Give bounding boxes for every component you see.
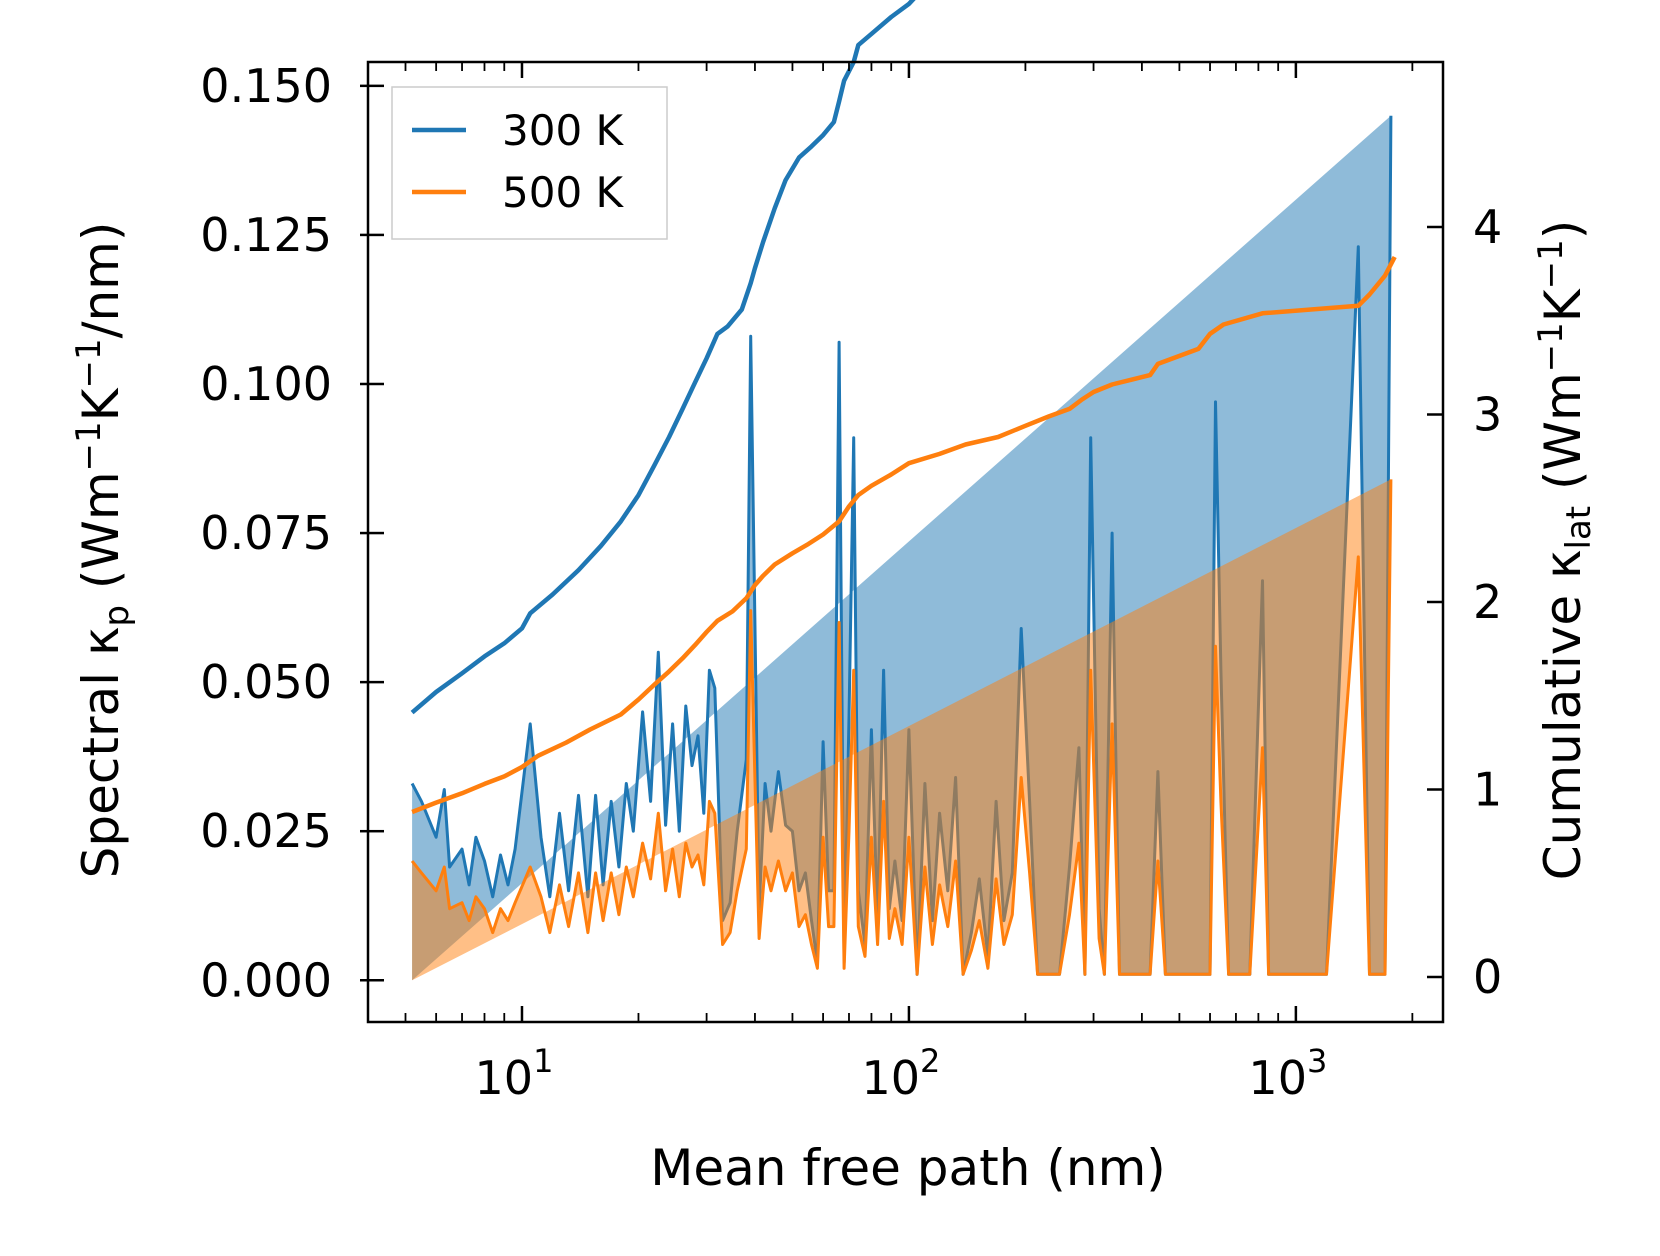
y-right-label-sup1: −1 [1531, 322, 1571, 372]
y-left-tick-label: 0.125 [200, 208, 332, 262]
spectral-line-500k [410, 479, 1393, 976]
y-right-tick-label: 3 [1473, 388, 1502, 442]
y-axis-right-label: Cumulative κlat (Wm−1K−1) [1531, 220, 1599, 880]
y-left-tick-label: 0.050 [200, 655, 332, 709]
y-left-label-prefix: Spectral κ [72, 627, 130, 879]
y-left-label-suffix: /nm) [72, 222, 130, 339]
y-right-tick-label: 1 [1473, 763, 1502, 817]
x-tick-label: 103 [1248, 1042, 1327, 1105]
x-tick-label-base: 10 [475, 1051, 534, 1105]
y-left-tick-label: 0.025 [200, 804, 332, 858]
y-right-label-mid1: (Wm [1534, 372, 1592, 506]
x-tick-label-exp: 2 [920, 1042, 940, 1080]
legend: 300 K 500 K [391, 86, 668, 240]
y-left-label-sup2: −1 [69, 338, 109, 388]
y-right-tick-label: 0 [1473, 950, 1502, 1004]
x-tick-label: 102 [861, 1042, 940, 1105]
y-right-label-prefix: Cumulative κ [1534, 549, 1592, 880]
y-right-label-sub: lat [1559, 506, 1599, 550]
cumulative-line-500k [411, 255, 1397, 815]
cumulative-line-300k [410, 0, 916, 715]
plot-frame [366, 60, 1445, 1024]
x-tick-label-base: 10 [861, 1051, 920, 1105]
x-tick-label-base: 10 [1248, 1051, 1307, 1105]
plot-area [410, 0, 1397, 981]
x-tick-label-exp: 1 [533, 1042, 553, 1080]
axes: 0.000 0.025 0.050 0.075 0.100 0.125 0.150 0 1 2 3 4… [200, 59, 1502, 1105]
y-left-label-mid1: (Wm [72, 471, 130, 605]
y-right-tick-label: 4 [1473, 200, 1502, 254]
x-axis-label: Mean free path (nm) [650, 1139, 1166, 1197]
y-left-label-sup1: −1 [69, 421, 109, 471]
y-right-label-suffix: ) [1534, 220, 1592, 240]
y-left-label-mid2: K [72, 387, 130, 421]
x-tick-label-exp: 3 [1307, 1042, 1327, 1080]
legend-label-500k: 500 K [502, 168, 625, 217]
y-right-label-mid2: K [1534, 288, 1592, 322]
y-left-label-sub: p [97, 605, 137, 627]
spectral-area-500k [412, 479, 1391, 981]
y-left-tick-label: 0.100 [200, 357, 332, 411]
legend-label-300k: 300 K [502, 106, 625, 155]
legend-frame [391, 86, 668, 240]
y-left-tick-label: 0.075 [200, 506, 332, 560]
y-right-label-sup2: −1 [1531, 239, 1571, 289]
y-left-tick-label: 0.000 [200, 953, 332, 1007]
x-tick-label: 101 [475, 1042, 554, 1105]
y-right-tick-label: 2 [1473, 575, 1502, 629]
y-axis-left-label: Spectral κp (Wm−1K−1/nm) [69, 222, 137, 879]
y-left-tick-label: 0.150 [200, 59, 332, 113]
